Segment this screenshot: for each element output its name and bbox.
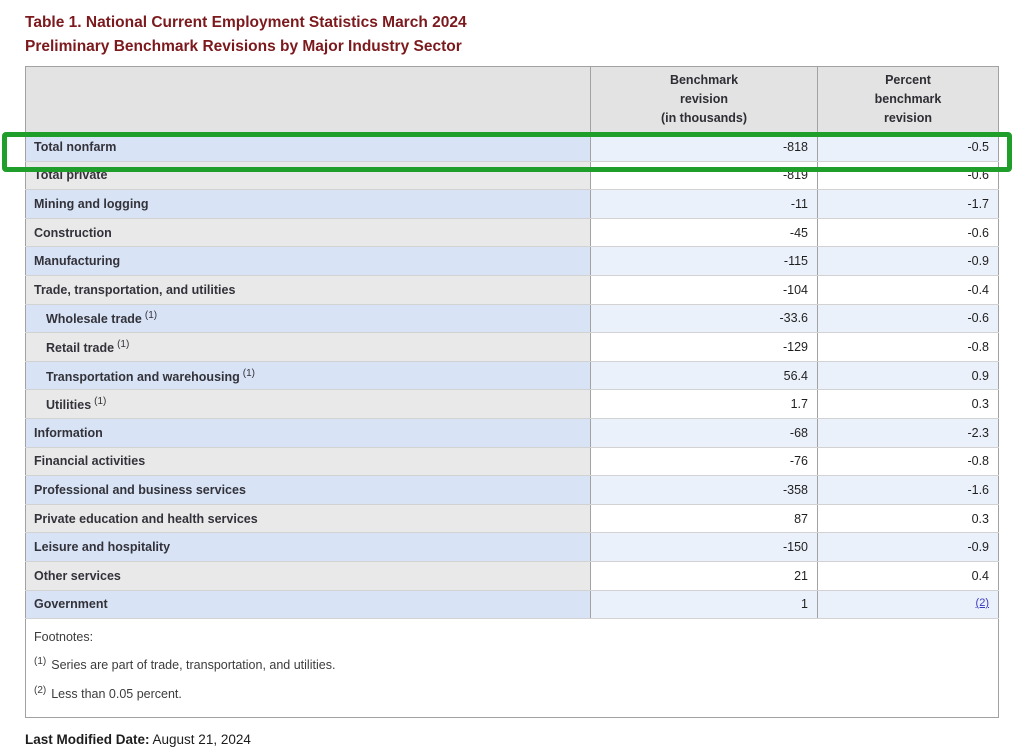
row-label-cell: Information: [25, 418, 591, 448]
industry-column-header: [25, 66, 591, 133]
table-row: Information -68 -2.3: [25, 418, 999, 448]
last-modified-label: Last Modified Date:: [25, 732, 150, 747]
benchmark-revision-value: -150: [590, 532, 818, 562]
percent-revision-value: -0.8: [817, 447, 999, 477]
table-row: Transportation and warehousing (1) 56.4 0.9: [25, 361, 999, 391]
benchmark-revision-value: -358: [590, 475, 818, 505]
footnote-marker: (1): [117, 338, 130, 350]
row-label-cell: Leisure and hospitality: [25, 532, 591, 562]
page-title: Table 1. National Current Employment Sta…: [25, 11, 1021, 59]
benchmark-revision-value: -11: [590, 189, 818, 219]
footnote-marker: (1): [34, 656, 47, 668]
percent-revision-column-header: Percent benchmark revision: [817, 66, 999, 133]
row-label-cell: Other services: [25, 561, 591, 591]
benchmark-revision-value: -45: [590, 218, 818, 248]
percent-revision-value: 0.3: [817, 389, 999, 419]
benchmark-revision-value: -129: [590, 332, 818, 362]
row-label-cell: Professional and business services: [25, 475, 591, 505]
benchmark-revision-value: 87: [590, 504, 818, 534]
table-row: Private education and health services 87 0…: [25, 504, 999, 534]
benchmark-revision-value: -818: [590, 132, 818, 162]
table-row: Retail trade (1) -129 -0.8: [25, 332, 999, 362]
table-row: Mining and logging -11 -1.7: [25, 189, 999, 219]
percent-revision-value: (2): [817, 590, 999, 620]
row-label-cell: Financial activities: [25, 447, 591, 477]
row-label-cell: Construction: [25, 218, 591, 248]
table-row: Financial activities -76 -0.8: [25, 447, 999, 477]
footnote-marker: (2): [34, 685, 47, 697]
page-title-line2: Preliminary Benchmark Revisions by Major…: [25, 38, 462, 55]
last-modified-value: August 21, 2024: [152, 732, 251, 747]
row-label-cell: Government: [25, 590, 591, 620]
benchmark-revision-value: 21: [590, 561, 818, 591]
percent-revision-value: -0.6: [817, 218, 999, 248]
footnote-item: (1) Series are part of trade, transportat…: [34, 656, 336, 673]
benchmark-revision-value: 1.7: [590, 389, 818, 419]
row-label-cell: Transportation and warehousing (1): [25, 361, 591, 391]
benchmark-revisions-table: Benchmark revision (in thousands) Percen…: [25, 66, 999, 719]
percent-revision-value: -1.7: [817, 189, 999, 219]
benchmark-revision-column-header: Benchmark revision (in thousands): [590, 66, 818, 133]
row-label-cell: Private education and health services: [25, 504, 591, 534]
last-modified: Last Modified Date: August 21, 2024: [25, 732, 1021, 747]
percent-revision-value: 0.4: [817, 561, 999, 591]
table-row: Total private -819 -0.6: [25, 161, 999, 191]
header-row: Benchmark revision (in thousands) Percen…: [25, 66, 999, 133]
percent-revision-value: -1.6: [817, 475, 999, 505]
benchmark-revision-value: 1: [590, 590, 818, 620]
benchmark-revision-value: -76: [590, 447, 818, 477]
table-row: Manufacturing -115 -0.9: [25, 246, 999, 276]
percent-revision-value: -0.8: [817, 332, 999, 362]
footnote-marker: (1): [144, 310, 158, 322]
footnotes-cell: Footnotes: (1) Series are part of trade, …: [25, 618, 999, 719]
percent-revision-value: 0.9: [817, 361, 999, 391]
footnote-item: (2) Less than 0.05 percent.: [34, 685, 182, 702]
table-row: Leisure and hospitality -150 -0.9: [25, 532, 999, 562]
percent-revision-value: -0.5: [817, 132, 999, 162]
benchmark-revision-value: -33.6: [590, 304, 818, 334]
table-row: Professional and business services -358 -1…: [25, 475, 999, 505]
table-row: Government 1 (2): [25, 590, 999, 620]
row-label-cell: Utilities (1): [25, 389, 591, 419]
percent-revision-value: -0.9: [817, 532, 999, 562]
percent-revision-value: -2.3: [817, 418, 999, 448]
footnote-marker: (1): [94, 396, 107, 408]
row-label-cell: Retail trade (1): [25, 332, 591, 362]
footnote-marker: (1): [242, 367, 256, 379]
percent-revision-value: -0.9: [817, 246, 999, 276]
table-row: Trade, transportation, and utilities -104…: [25, 275, 999, 305]
benchmark-revision-value: 56.4: [590, 361, 818, 391]
benchmark-revision-value: -115: [590, 246, 818, 276]
footnotes-row: Footnotes: (1) Series are part of trade, …: [25, 618, 999, 719]
percent-revision-value: -0.6: [817, 304, 999, 334]
row-label-cell: Total nonfarm: [25, 132, 591, 162]
footnotes-heading: Footnotes:: [34, 630, 94, 645]
percent-revision-value: -0.6: [817, 161, 999, 191]
percent-revision-value: 0.3: [817, 504, 999, 534]
row-label-cell: Trade, transportation, and utilities: [25, 275, 591, 305]
page-title-line1: Table 1. National Current Employment Sta…: [25, 14, 467, 31]
table-row: Total nonfarm -818 -0.5: [25, 132, 999, 162]
table-row: Construction -45 -0.6: [25, 218, 999, 248]
benchmark-revision-value: -104: [590, 275, 818, 305]
row-label-cell: Manufacturing: [25, 246, 591, 276]
percent-revision-value: -0.4: [817, 275, 999, 305]
row-label-cell: Wholesale trade (1): [25, 304, 591, 334]
footnote-2-link[interactable]: (2): [975, 596, 989, 609]
benchmark-revision-value: -819: [590, 161, 818, 191]
table-row: Wholesale trade (1) -33.6 -0.6: [25, 304, 999, 334]
table-row: Other services 21 0.4: [25, 561, 999, 591]
table-row: Utilities (1) 1.7 0.3: [25, 389, 999, 419]
row-label-cell: Mining and logging: [25, 189, 591, 219]
benchmark-revision-value: -68: [590, 418, 818, 448]
row-label-cell: Total private: [25, 161, 591, 191]
